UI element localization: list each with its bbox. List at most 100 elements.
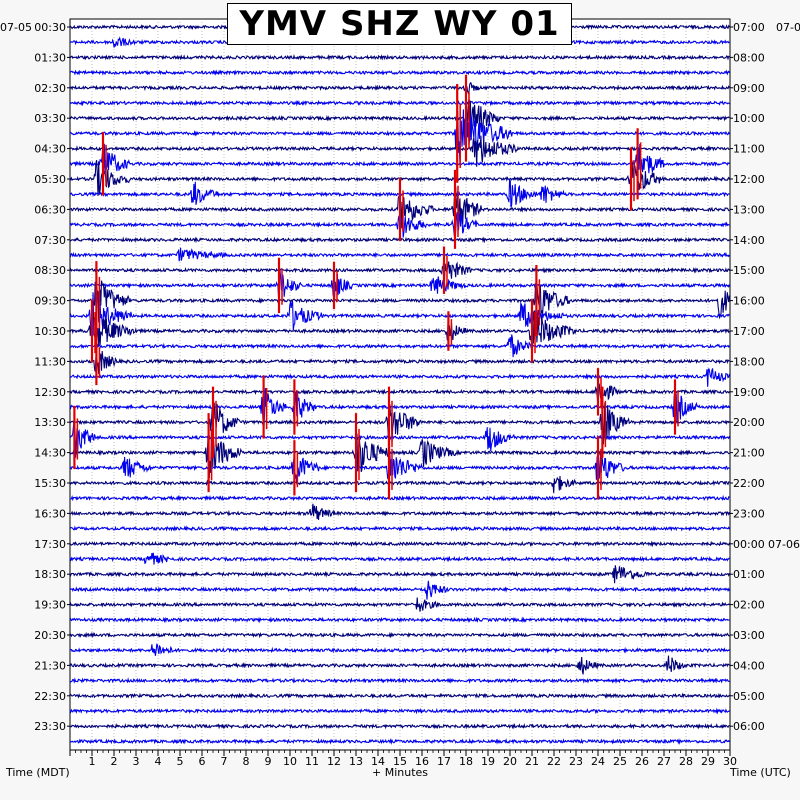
right-time-label: 10:00: [733, 112, 765, 125]
trace-row: [69, 692, 730, 700]
trace-row: [69, 707, 730, 715]
left-time-label: 10:30: [34, 325, 66, 338]
left-time-label: 07:30: [34, 234, 66, 247]
chart-title: YMV SHZ WY 01: [227, 3, 572, 45]
x-tick-label: 25: [613, 755, 627, 768]
trace-row: [69, 350, 730, 375]
x-tick-label: 11: [305, 755, 319, 768]
trace-row: [69, 135, 730, 167]
left-time-label: 21:30: [34, 659, 66, 672]
x-tick-label: 21: [525, 755, 539, 768]
x-tick-label: 6: [199, 755, 206, 768]
left-time-label: 08:30: [34, 264, 66, 277]
right-time-label: 08:00: [733, 51, 765, 64]
trace-row: [69, 540, 730, 548]
left-time-label: 03:30: [34, 112, 66, 125]
left-time-label: 13:30: [34, 416, 66, 429]
left-time-label: 22:30: [34, 690, 66, 703]
trace-row: [69, 368, 730, 387]
trace-row: [69, 565, 730, 584]
trace-row: [69, 552, 730, 565]
right-time-label: 05:00: [733, 690, 765, 703]
x-tick-label: 3: [133, 755, 140, 768]
left-time-label: 01:30: [34, 51, 66, 64]
trace-row: [69, 143, 730, 184]
right-time-label: 11:00: [733, 143, 765, 156]
right-time-label: 09:00: [733, 82, 765, 95]
left-time-label: 04:30: [34, 143, 66, 156]
trace-row: [69, 90, 730, 141]
clipped-signal-marks: [73, 74, 679, 500]
trace-row: [69, 494, 730, 502]
trace-row: [70, 643, 730, 656]
trace-row: [69, 655, 730, 675]
right-time-label: 18:00: [733, 355, 765, 368]
right-time-label: 21:00: [733, 447, 765, 460]
x-tick-label: 8: [243, 755, 250, 768]
trace-row: [69, 429, 730, 479]
left-time-label: 17:30: [34, 538, 66, 551]
trace-row: [69, 417, 730, 458]
trace-row: [69, 109, 730, 164]
x-tick-label: 26: [635, 755, 649, 768]
trace-row: [69, 279, 730, 323]
x-tick-label: 23: [569, 755, 583, 768]
x-tick-label: 18: [459, 755, 473, 768]
trace-row: [69, 525, 730, 532]
x-tick-label: 4: [155, 755, 162, 768]
x-tick-label: 7: [221, 755, 228, 768]
right-time-label: 12:00: [733, 173, 765, 186]
trace-row: [69, 310, 730, 350]
right-time-label: 16:00: [733, 295, 765, 308]
left-time-label: 09:30: [34, 295, 66, 308]
x-tick-label: 1: [89, 755, 96, 768]
y-axis-right-label: Time (UTC): [729, 766, 791, 779]
left-time-label: 15:30: [34, 477, 66, 490]
trace-row: [69, 580, 730, 600]
x-tick-label: 30: [723, 755, 737, 768]
left-time-label: 06:30: [34, 203, 66, 216]
trace-row: [69, 69, 730, 76]
left-time-labels: 00:30 01:30 02:30 03:30 04:30 05:30 06:30 07:30…: [34, 21, 70, 733]
x-tick-label: 28: [679, 755, 693, 768]
left-time-label: 20:30: [34, 629, 66, 642]
x-axis-ticks: 1 2 3 4 5 6 7 8 9 10 11 12 13 14 15 16 17 18 19 20 21 22 23 24 2…: [69, 750, 737, 768]
left-time-label: 05:30: [34, 173, 66, 186]
x-tick-label: 29: [701, 755, 715, 768]
trace-row: [69, 616, 730, 624]
x-tick-label: 5: [177, 755, 184, 768]
left-time-label: 14:30: [34, 447, 66, 460]
x-tick-label: 2: [111, 755, 118, 768]
trace-row: [69, 54, 730, 61]
trace-row: [69, 259, 730, 281]
x-tick-label: 12: [327, 755, 341, 768]
x-tick-label: 10: [283, 755, 297, 768]
right-time-label: 19:00: [733, 386, 765, 399]
left-time-label: 11:30: [34, 355, 66, 368]
trace-row: [69, 292, 730, 339]
right-time-label: 15:00: [733, 264, 765, 277]
x-tick-label: 22: [547, 755, 561, 768]
trace-row: [69, 451, 730, 485]
right-date-label: 07-06: [768, 538, 800, 551]
trace-row: [69, 387, 730, 429]
trace-row: [69, 475, 730, 493]
y-axis-left-label: Time (MDT): [5, 766, 70, 779]
right-time-label: 22:00: [733, 477, 765, 490]
right-time-label: 20:00: [733, 416, 765, 429]
x-tick-label: 14: [371, 755, 385, 768]
trace-row: [69, 247, 730, 262]
right-time-label: 13:00: [733, 203, 765, 216]
right-time-label: 04:00: [733, 659, 765, 672]
right-time-label: 02:00: [733, 599, 765, 612]
left-time-label: 18:30: [34, 568, 66, 581]
date-left-label: 07-05: [0, 21, 32, 34]
right-time-label: 23:00: [733, 507, 765, 520]
right-time-label: 03:00: [733, 629, 765, 642]
x-tick-label: 16: [415, 755, 429, 768]
x-tick-label: 20: [503, 755, 517, 768]
x-tick-label: 9: [265, 755, 272, 768]
trace-row: [69, 677, 730, 685]
right-time-label: 00:00: [733, 538, 765, 551]
